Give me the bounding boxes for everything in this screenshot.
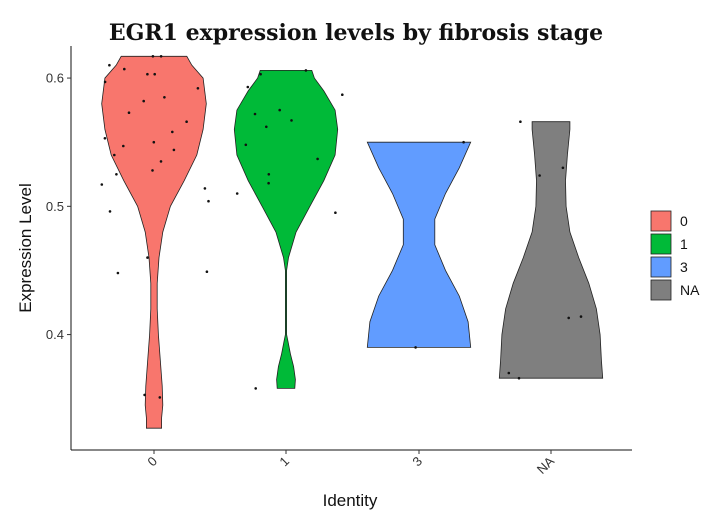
data-point-0 xyxy=(123,67,126,71)
legend-label-3: 3 xyxy=(680,259,688,275)
data-point-0 xyxy=(196,87,200,90)
data-point-0 xyxy=(108,63,111,67)
data-point-0 xyxy=(205,270,209,274)
data-point-0 xyxy=(163,96,166,99)
data-point-0 xyxy=(159,55,163,58)
x-tick-label: 0 xyxy=(144,454,160,470)
legend: 0 1 3 NA xyxy=(650,210,700,301)
data-point-na xyxy=(579,315,583,318)
y-axis-title: Expression Level xyxy=(16,183,35,312)
data-point-3 xyxy=(462,140,465,144)
legend-label-1: 1 xyxy=(680,236,688,252)
data-point-0 xyxy=(185,120,188,123)
data-point-0 xyxy=(207,199,210,203)
data-point-0 xyxy=(151,169,154,172)
data-point-0 xyxy=(122,144,125,148)
legend-swatch-0 xyxy=(650,210,672,232)
violin-0 xyxy=(101,55,207,429)
data-point-0 xyxy=(171,130,174,134)
data-point-1 xyxy=(290,119,293,122)
data-point-0 xyxy=(203,187,207,190)
data-point-0 xyxy=(103,137,107,140)
violin-na xyxy=(498,121,604,379)
data-point-1 xyxy=(254,387,257,390)
data-point-na xyxy=(517,376,521,380)
data-point-0 xyxy=(115,173,118,176)
data-point-na xyxy=(507,371,511,375)
x-axis-ticks: 0 1 3 NA xyxy=(144,450,557,477)
data-point-0 xyxy=(153,72,156,76)
x-tick-label: 3 xyxy=(409,454,425,470)
legend-swatch-1 xyxy=(650,233,672,255)
y-axis-ticks: 0.4 0.5 0.6 xyxy=(46,71,71,342)
data-point-1 xyxy=(341,93,344,96)
violin-1 xyxy=(233,70,339,389)
data-point-1 xyxy=(235,192,239,195)
data-point-0 xyxy=(127,111,131,114)
legend-swatch-na xyxy=(650,279,672,301)
violin-3 xyxy=(366,141,472,348)
data-point-1 xyxy=(267,173,271,176)
legend-label-na: NA xyxy=(680,282,700,298)
data-point-1 xyxy=(278,108,282,112)
data-point-0 xyxy=(159,160,163,163)
data-point-0 xyxy=(113,153,116,157)
y-tick-label: 0.6 xyxy=(46,71,64,86)
x-tick-label: 1 xyxy=(276,454,292,470)
y-tick-label: 0.5 xyxy=(46,199,64,214)
data-point-1 xyxy=(316,157,319,161)
data-point-na xyxy=(538,174,541,177)
data-point-1 xyxy=(267,181,270,185)
point-layer xyxy=(100,55,583,399)
data-point-0 xyxy=(143,393,146,397)
data-point-1 xyxy=(265,125,268,129)
data-point-0 xyxy=(146,72,149,76)
data-point-na xyxy=(561,166,565,170)
legend-label-0: 0 xyxy=(680,213,688,229)
data-point-3 xyxy=(414,346,417,349)
data-point-na xyxy=(567,316,570,320)
data-point-na xyxy=(519,120,522,123)
x-tick-label: NA xyxy=(534,453,558,477)
data-point-0 xyxy=(158,396,162,399)
x-axis-title: Identity xyxy=(323,491,378,510)
data-point-0 xyxy=(151,55,155,58)
violin-layer xyxy=(101,55,604,429)
data-point-1 xyxy=(244,143,248,147)
y-tick-label: 0.4 xyxy=(46,327,64,342)
data-point-1 xyxy=(259,72,262,76)
data-point-0 xyxy=(172,148,176,152)
data-point-1 xyxy=(246,85,250,89)
data-point-0 xyxy=(142,99,145,103)
data-point-0 xyxy=(146,256,149,259)
chart-title: EGR1 expression levels by fibrosis stage xyxy=(109,20,603,46)
legend-swatch-3 xyxy=(650,256,672,278)
data-point-1 xyxy=(334,211,337,214)
data-point-0 xyxy=(100,183,104,186)
data-point-0 xyxy=(152,140,156,144)
data-point-0 xyxy=(103,80,107,84)
data-point-1 xyxy=(304,69,308,72)
data-point-0 xyxy=(116,271,120,275)
data-point-0 xyxy=(108,210,112,213)
data-point-1 xyxy=(253,112,257,116)
